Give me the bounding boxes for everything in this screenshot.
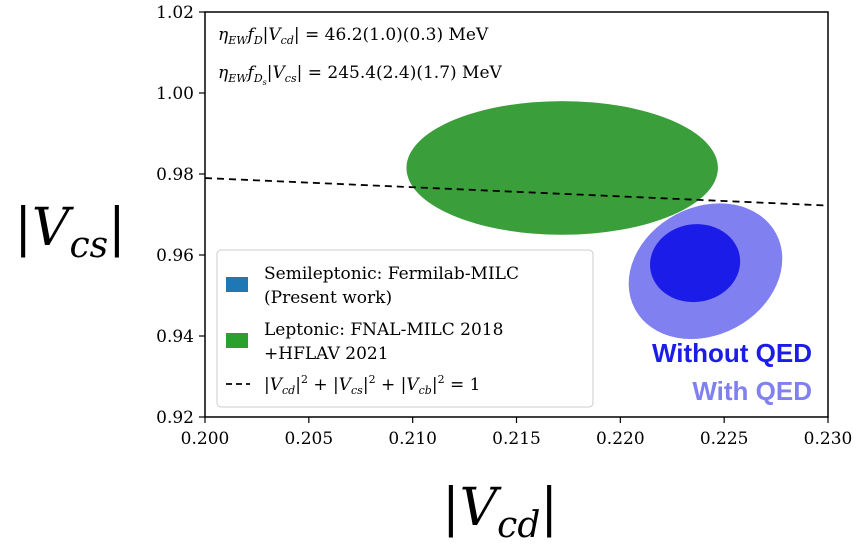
x-tick-label: 0.205 [284,429,333,449]
y-axis-label: |Vcs| [14,198,125,266]
y-tick-label: 0.98 [156,165,194,185]
x-tick-label: 0.220 [596,429,645,449]
x-tick-label: 0.210 [388,429,437,449]
y-tick-label: 1.00 [156,84,194,104]
x-tick-label: 0.225 [700,429,749,449]
ellipse-without-qed [650,224,741,303]
data-layer [205,101,828,340]
legend-label-leptonic-1: Leptonic: FNAL-MILC 2018 [264,320,503,340]
y-tick-label: 0.94 [156,327,194,347]
annotation-fd: ηEWfD|Vcd| = 46.2(1.0)(0.3) MeV [218,25,489,47]
y-tick-label: 0.96 [156,246,194,266]
legend-box [216,249,594,408]
legend-label-semileptonic-2: (Present work) [264,288,392,308]
legend-label-leptonic-2: +HFLAV 2021 [264,344,389,364]
x-axis-label: |Vcd| [442,478,558,546]
legend: Semileptonic: Fermilab-MILC (Present wor… [216,249,594,408]
legend-label-semileptonic-1: Semileptonic: Fermilab-MILC [264,264,519,284]
ellipse-leptonic [406,101,718,235]
label-without-qed: Without QED [652,338,812,368]
x-tick-label: 0.230 [804,429,853,449]
legend-swatch-leptonic [226,333,248,348]
legend-label-unitarity: |Vcd|2 + |Vcs|2 + |Vcb|2 = 1 [264,373,480,397]
x-tick-label: 0.215 [492,429,541,449]
ticks-layer: 0.200 0.205 0.210 0.215 0.220 0.225 0.230 0.92 0… [156,3,852,449]
label-with-qed: With QED [692,376,812,406]
legend-swatch-semileptonic [226,277,248,292]
annotation-fds: ηEWfDs|Vcs| = 245.4(2.4)(1.7) MeV [218,63,503,87]
x-tick-label: 0.200 [181,429,230,449]
unitarity-line [205,177,828,207]
y-tick-label: 0.92 [156,408,194,428]
y-tick-label: 1.02 [156,3,194,23]
